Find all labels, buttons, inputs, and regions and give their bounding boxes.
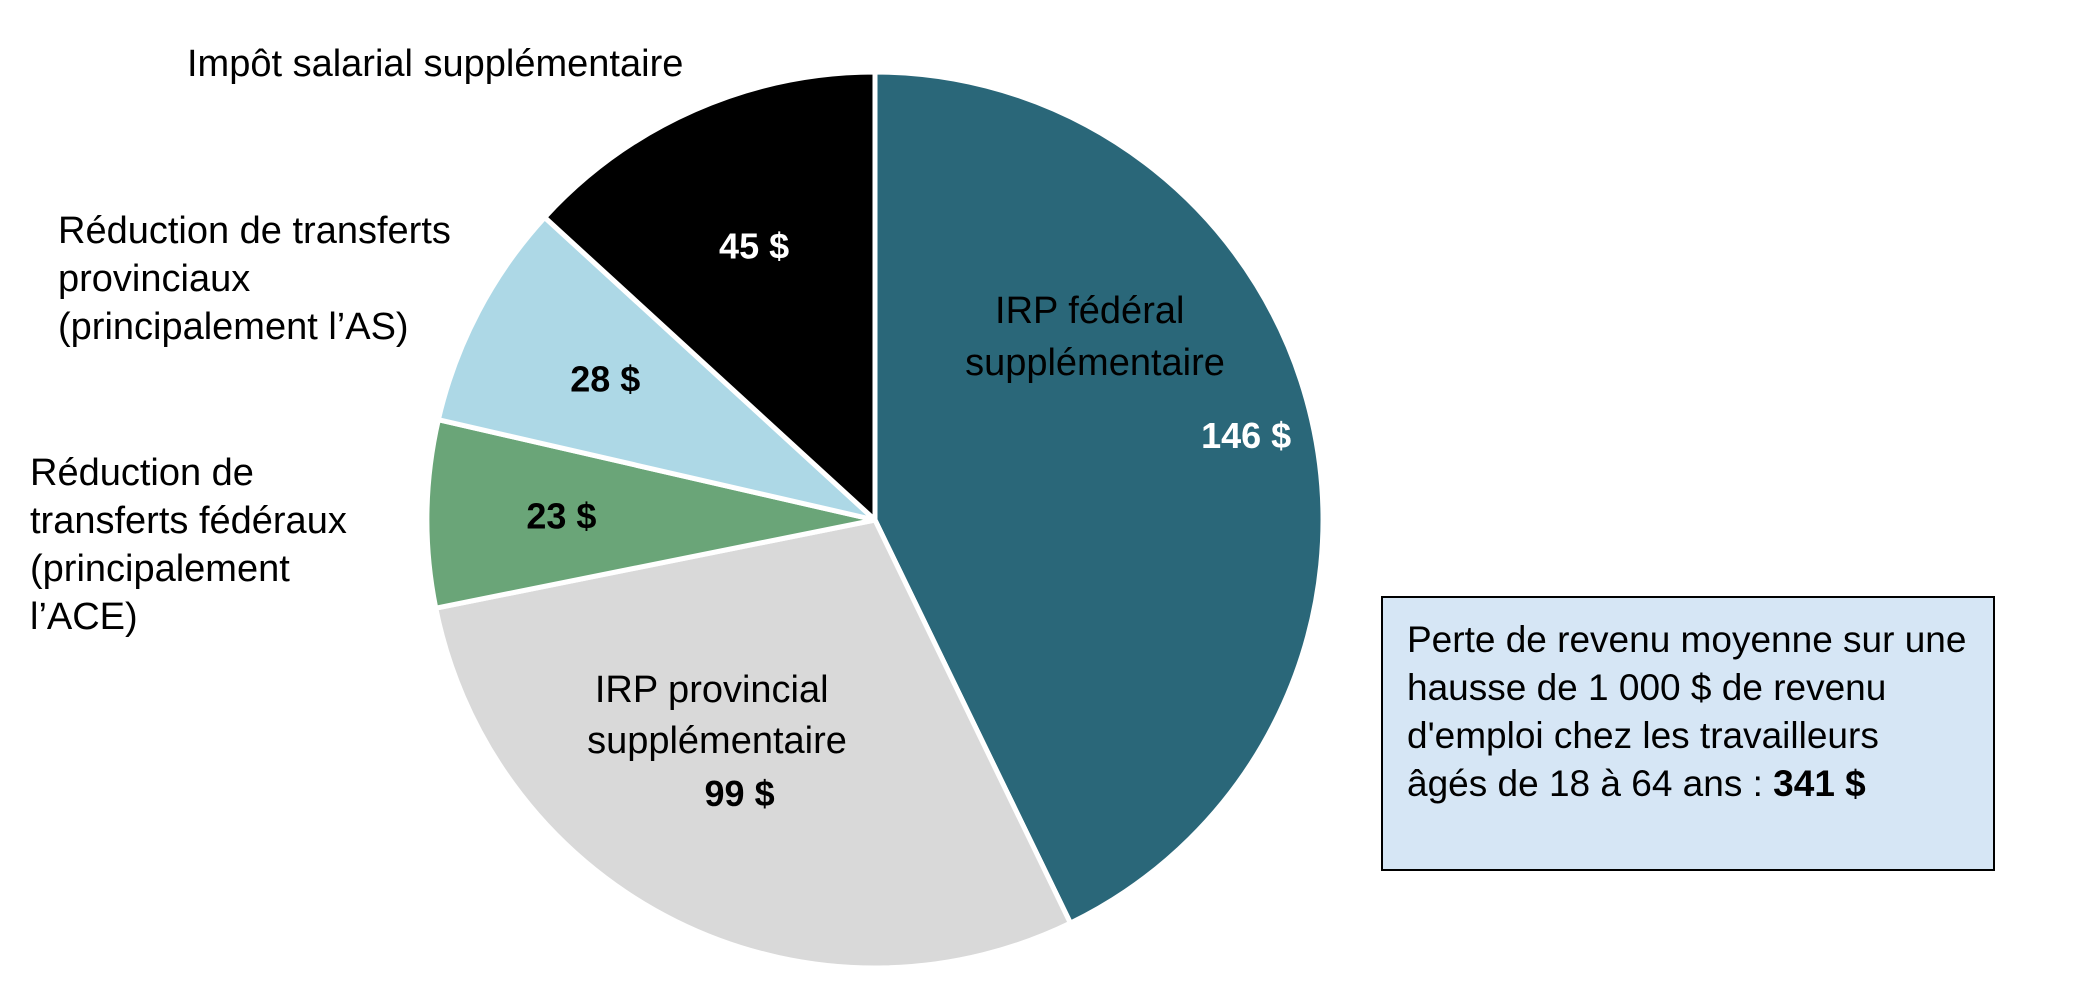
value-federal-transfers: 23 $: [526, 496, 596, 537]
slice-federal-transfers: [424, 417, 878, 611]
pie-value-labels: 146 $ 99 $ 23 $ 28 $ 45 $: [526, 225, 1291, 814]
slice-provincial-transfers: [435, 214, 878, 523]
label-provincial-transfers: Réduction de transferts provinciaux (pri…: [58, 210, 461, 348]
label-federal-transfers: Réduction de transferts fédéraux (princi…: [30, 452, 357, 638]
summary-box: Perte de revenu moyenne sur une hausse d…: [1381, 596, 1995, 871]
value-federal-irp: 146 $: [1201, 415, 1291, 456]
value-payroll-tax: 45 $: [719, 225, 789, 266]
label-payroll-tax: Impôt salarial supplémentaire: [187, 43, 683, 85]
slice-federal-irp: [872, 69, 1326, 926]
summary-total: 341 $: [1773, 763, 1866, 804]
pie-slices: [424, 69, 1326, 971]
value-provincial-irp: 99 $: [705, 773, 775, 814]
label-provincial-irp: IRP provincial supplémentaire: [587, 669, 847, 762]
slice-provincial-irp: [433, 517, 1073, 971]
slice-payroll-tax: [542, 69, 878, 523]
label-federal-irp: IRP fédéral supplémentaire: [965, 290, 1225, 384]
summary-text: Perte de revenu moyenne sur une hausse d…: [1407, 619, 1967, 804]
value-provincial-transfers: 28 $: [570, 358, 640, 399]
